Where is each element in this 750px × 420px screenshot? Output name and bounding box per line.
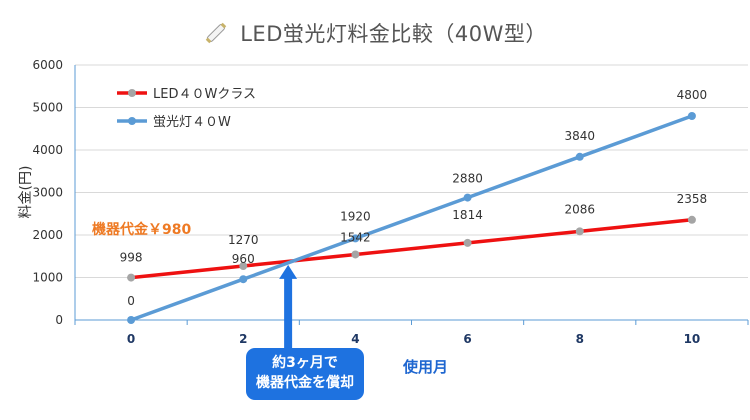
series-1-point: [687, 112, 696, 120]
series-0-point: [687, 215, 696, 224]
x-tick-label: 8: [576, 332, 584, 346]
payback-line-2: 機器代金を償却: [256, 375, 354, 391]
y-tick-label: 4000: [32, 143, 63, 157]
y-tick-label: 5000: [32, 101, 63, 115]
y-axis-title: 料金(円): [18, 165, 34, 219]
payback-line-1: 約3ヶ月で: [272, 355, 338, 371]
series-1-data-label: 1920: [340, 209, 371, 223]
y-tick-label: 0: [55, 313, 63, 327]
x-tick-label: 0: [127, 332, 135, 346]
legend-label-0: LED４０Wクラス: [153, 87, 256, 102]
fluorescent-tube-icon: [205, 22, 227, 44]
series-line-0: [130, 218, 693, 280]
series-1-point: [575, 152, 584, 161]
legend-marker-0: [128, 89, 136, 97]
series-1-point: [239, 275, 248, 284]
series-0-data-label: 998: [120, 251, 143, 265]
series-line-1: [130, 114, 693, 322]
series-1-data-label: 960: [232, 252, 255, 266]
x-tick-label: 4: [351, 332, 359, 346]
series-0-point: [239, 262, 248, 271]
x-tick-label: 6: [463, 332, 471, 346]
y-tick-label: 6000: [32, 58, 63, 72]
series-1-point: [351, 234, 360, 243]
series-1-point: [463, 193, 472, 202]
series-0-point: [463, 238, 472, 247]
x-axis-title: 使用月: [403, 358, 449, 376]
series-0-data-label: 1542: [340, 230, 371, 244]
series-0-data-label: 1270: [228, 233, 259, 247]
series-0-data-label: 2086: [564, 202, 595, 216]
series-1-point: [127, 316, 136, 324]
series-0-data-label: 2358: [677, 192, 708, 206]
x-tick-label: 2: [239, 332, 247, 346]
series-0-data-label: 1814: [452, 208, 483, 222]
legend-label-1: 蛍光灯４０W: [153, 115, 231, 130]
payback-callout: 約3ヶ月で 機器代金を償却: [246, 348, 364, 400]
series-1-data-label: 4800: [677, 88, 708, 102]
y-tick-label: 1000: [32, 271, 63, 285]
x-tick-label: 10: [684, 332, 701, 346]
legend-marker-1: [128, 117, 136, 125]
chart-title: LED蛍光灯料金比較（40W型）: [240, 22, 547, 46]
series-1-data-label: 2880: [452, 172, 483, 186]
series-1-data-label: 3840: [564, 129, 595, 143]
payback-arrow-shaft: [284, 276, 293, 348]
chart-title-wrap: LED蛍光灯料金比較（40W型）: [0, 18, 750, 48]
payback-arrow-head: [279, 264, 298, 279]
y-tick-label: 3000: [32, 186, 63, 200]
series-0-point: [127, 273, 136, 282]
series-1-data-label: 0: [127, 294, 135, 308]
series-0-point: [575, 227, 584, 236]
series-0-point: [351, 250, 360, 259]
y-tick-label: 2000: [32, 228, 63, 242]
machine-cost-label: 機器代金￥980: [92, 222, 192, 238]
